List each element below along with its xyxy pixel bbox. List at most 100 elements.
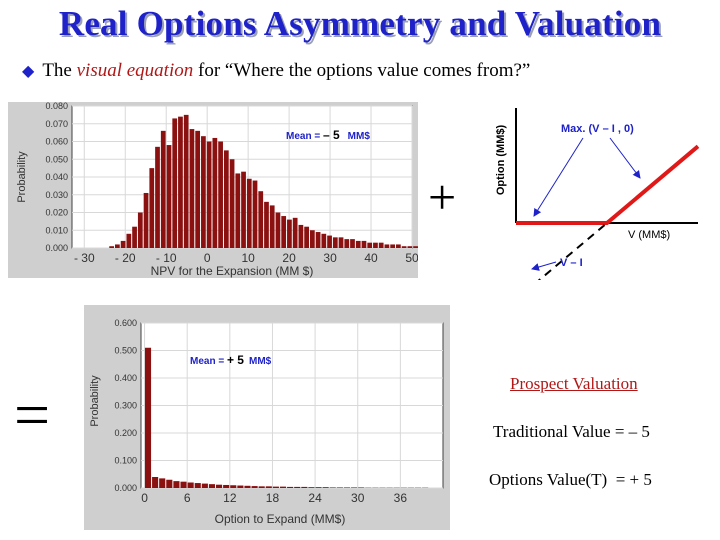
histogram-bar <box>343 487 351 488</box>
x-tick-label: 24 <box>308 491 322 505</box>
histogram-bar <box>373 242 378 248</box>
histogram-bar <box>298 224 304 248</box>
y-tick-label: 0.080 <box>45 102 68 111</box>
x-tick-label: 12 <box>223 491 237 505</box>
x-tick-label: 30 <box>323 251 337 265</box>
histogram-bar <box>264 201 269 248</box>
histogram-bar <box>251 486 258 488</box>
histogram-bar <box>315 487 322 488</box>
histogram-bar <box>152 477 159 488</box>
histogram-bar <box>350 239 355 248</box>
y-tick-label: 0.000 <box>114 483 137 493</box>
y-tick-label: 0.000 <box>45 243 68 253</box>
histogram-bar <box>189 129 195 248</box>
histogram-bar <box>109 246 115 248</box>
histogram-bar <box>160 130 166 248</box>
histogram-bar <box>246 178 252 248</box>
x-tick-label: 40 <box>364 251 378 265</box>
histogram-bar <box>120 240 126 248</box>
histogram-bar <box>338 237 344 248</box>
subtitle: ◆ The visual equation for “Where the opti… <box>22 60 530 82</box>
v-minus-i-arrow <box>531 261 557 271</box>
histogram-bar <box>194 483 201 488</box>
histogram-bar <box>390 244 396 248</box>
npv-mean-annotation: Mean = – 5 MM$ <box>286 128 370 142</box>
histogram-bar <box>327 235 332 248</box>
histogram-bar <box>229 159 235 248</box>
histogram-bar <box>351 487 358 488</box>
option-x-axis-label: Option to Expand (MM$) <box>215 512 346 526</box>
histogram-bar <box>332 237 338 248</box>
histogram-bar <box>384 244 390 248</box>
subtitle-emphasis: visual equation <box>76 60 194 81</box>
histogram-bar <box>132 226 137 248</box>
histogram-bar <box>144 347 152 488</box>
x-tick-label: 36 <box>394 491 408 505</box>
histogram-bar <box>143 192 149 248</box>
traditional-value-label: Traditional Value = <box>493 422 629 441</box>
histogram-bar <box>216 484 223 488</box>
histogram-bar <box>166 479 173 488</box>
histogram-bar <box>252 180 258 248</box>
histogram-bar <box>308 487 315 488</box>
payoff-y-axis-label: Option (MM$) <box>495 125 507 196</box>
diamond-bullet-icon: ◆ <box>22 63 35 80</box>
histogram-bar <box>235 173 241 248</box>
histogram-bar <box>195 130 201 248</box>
histogram-bar <box>172 118 178 248</box>
histogram-bar <box>166 145 172 248</box>
y-tick-label: 0.300 <box>114 401 137 411</box>
histogram-bar <box>413 246 418 248</box>
histogram-bar <box>115 244 120 248</box>
histogram-bar <box>223 484 230 488</box>
histogram-bar <box>294 486 301 488</box>
option-payoff-line <box>516 144 700 225</box>
histogram-bar <box>137 212 143 248</box>
histogram-bar <box>237 485 244 488</box>
options-value: + 5 <box>629 470 652 489</box>
histogram-bar <box>301 486 308 488</box>
y-tick-label: 0.040 <box>45 172 68 182</box>
x-tick-label: 50 <box>405 251 418 265</box>
histogram-bar <box>322 487 329 488</box>
histogram-bar <box>275 212 281 248</box>
max-label-arrow-2 <box>609 137 641 179</box>
histogram-bar <box>126 233 132 248</box>
x-tick-label: - 30 <box>74 251 95 265</box>
histogram-bar <box>309 230 315 248</box>
traditional-value: – 5 <box>628 422 650 441</box>
page-title: Real Options Asymmetry and Valuation <box>58 4 662 43</box>
prospect-valuation-heading: Prospect Valuation <box>510 374 638 393</box>
v-minus-i-label: V – I <box>560 257 583 269</box>
y-tick-label: 0.600 <box>114 318 137 328</box>
histogram-bar <box>272 486 279 488</box>
x-tick-label: 20 <box>282 251 296 265</box>
option-mean-annotation: Mean = + 5 MM$ <box>190 353 272 367</box>
histogram-bar <box>183 114 189 248</box>
traditional-value-line: Traditional Value = – 5 <box>493 422 650 442</box>
y-tick-label: 0.010 <box>45 225 68 235</box>
histogram-bar <box>279 486 287 488</box>
histogram-bar <box>218 141 223 248</box>
x-tick-label: - 20 <box>115 251 136 265</box>
histogram-bar <box>178 116 183 249</box>
plus-sign: + <box>428 169 457 225</box>
x-tick-label: 0 <box>141 491 148 505</box>
histogram-bar <box>281 216 287 248</box>
histogram-bar <box>258 486 265 488</box>
histogram-bar <box>321 233 327 248</box>
histogram-bar <box>149 168 155 248</box>
histogram-bar <box>206 141 212 248</box>
histogram-bar <box>223 150 229 248</box>
histogram-bar <box>378 242 384 248</box>
options-value-line: Options Value(T) = + 5 <box>489 470 652 490</box>
histogram-bar <box>155 146 160 248</box>
option-histogram: 0.000 0.100 0.200 0.300 0.400 0.500 0.600 0 6 12… <box>89 318 444 526</box>
y-tick-label: 0.050 <box>45 154 68 164</box>
histogram-bar <box>187 482 194 488</box>
histogram-bar <box>336 487 343 488</box>
histogram-bar <box>292 217 298 248</box>
npv-histogram: 0.000 0.010 0.020 0.030 0.040 0.050 0.060 0.070… <box>16 101 424 278</box>
histogram-bar <box>396 244 401 248</box>
max-label-arrow-1 <box>533 137 584 217</box>
